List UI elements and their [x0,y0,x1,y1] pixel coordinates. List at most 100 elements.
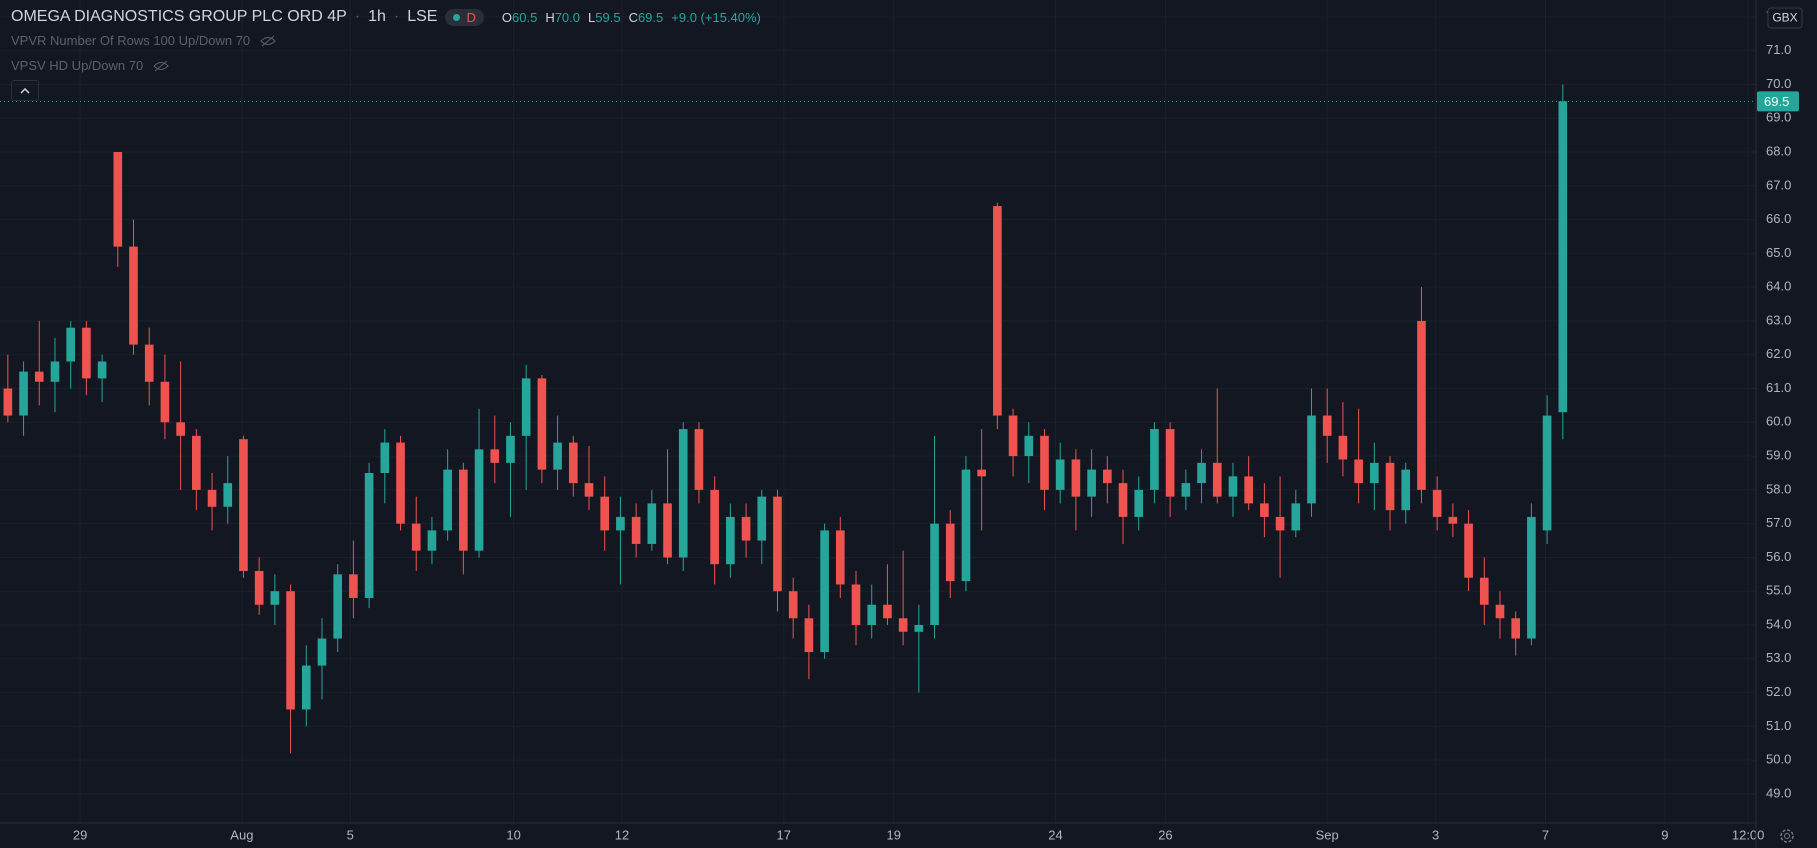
settings-icon[interactable] [1780,829,1794,843]
candle-body [631,516,641,544]
candle-body [1322,415,1332,436]
candle-body [568,442,578,484]
gear-hub [1784,833,1790,839]
candle-body [207,489,217,507]
symbol-title[interactable]: OMEGA DIAGNOSTICS GROUP PLC ORD 4P [11,8,347,25]
candle-body [1385,462,1395,511]
candle-body [1212,462,1222,497]
candle-body [757,496,767,541]
candle-body [1338,435,1348,460]
candle-body [616,516,625,531]
x-tick-label: 29 [73,827,87,842]
indicator[interactable]: VPVR Number Of Rows 100 Up/Down 70 [11,33,276,48]
candle-body [1307,415,1316,504]
candle-body [726,516,735,565]
candle-body [1228,476,1238,497]
x-tick-label: 5 [347,827,354,842]
candle-body [317,638,327,666]
candle-body [1527,516,1536,639]
grid [0,0,1756,823]
candle-body [1291,503,1301,531]
candle-body [835,530,845,585]
market-status[interactable]: D [445,8,484,26]
candle-body [788,591,798,619]
candle-body [474,449,484,551]
candle-body [1558,101,1568,413]
candle-body [192,435,201,490]
x-tick-label: Sep [1316,827,1339,842]
indicator[interactable]: VPSV HD Up/Down 70 [11,58,169,73]
candle-body [678,429,688,558]
candle-body [1150,429,1159,490]
candle-body [239,439,248,571]
separator: · [393,8,400,25]
interval[interactable]: 1h [368,8,386,25]
y-tick-label: 53.0 [1766,650,1791,665]
candle-body [694,429,704,490]
candle-body [1417,320,1426,490]
y-tick-label: 68.0 [1766,143,1791,158]
candle-body [286,591,295,710]
candle-body [1134,489,1144,517]
y-tick-label: 60.0 [1766,414,1791,429]
eye-icon[interactable] [260,35,276,47]
candle-body [1495,604,1505,619]
candle-body [741,516,751,541]
candle-body [160,381,170,423]
candle-body [1354,459,1363,484]
ohlc-key: O [501,9,512,25]
x-tick-label: 19 [886,827,900,842]
y-tick-label: 66.0 [1766,211,1791,226]
x-tick-label: 26 [1158,827,1172,842]
candle-body [82,327,91,379]
y-tick-label: 54.0 [1766,616,1791,631]
candle-body [113,152,123,247]
candle-body [270,591,280,605]
currency-box [1767,7,1803,29]
candle-body [537,378,547,470]
candle-body [1542,415,1552,531]
ohlc-key: H [545,9,555,25]
y-tick-label: 50.0 [1766,752,1791,767]
y-tick-label: 49.0 [1766,785,1791,800]
candle-body [883,604,892,619]
y-tick-label: 52.0 [1766,684,1791,699]
ohlc-item: C69.5 [629,10,664,25]
candle-body [600,496,610,531]
ohlc-item: O60.5 [502,10,537,25]
y-tick-label: 59.0 [1766,448,1791,463]
x-tick-label: Aug [230,827,253,842]
candles [3,84,1568,754]
x-tick-label: 24 [1048,827,1062,842]
candle-body [1244,476,1253,504]
eye-icon[interactable] [153,60,169,72]
y-tick-label: 69.0 [1766,110,1791,125]
x-tick-label: 9 [1661,827,1668,842]
candle-body [1165,429,1175,497]
candle-body [1260,503,1269,517]
y-tick-label: 63.0 [1766,312,1791,327]
candle-body [490,449,500,463]
candle-body [1370,462,1379,484]
y-tick-label: 71.0 [1766,42,1791,57]
candle-body [66,327,75,362]
ohlc-legend: O60.5 H70.0 L59.5 C69.5 +9.0 (+15.40%) [502,10,761,25]
candle-body [584,483,594,497]
change: +9.0 (+15.40%) [671,9,761,25]
y-tick-label: 70.0 [1766,76,1791,91]
candle-body [254,570,264,605]
candle-body [19,371,28,416]
y-tick-label: 55.0 [1766,583,1791,598]
x-tick-label: 7 [1542,827,1549,842]
candle-body [144,344,154,382]
badge-label: D [466,9,476,25]
candle-body [1479,577,1489,605]
y-tick-label: 57.0 [1766,515,1791,530]
candle-body [176,422,185,436]
candle-body [1197,462,1206,484]
currency-label: GBX [1772,11,1797,25]
candle-body [364,472,374,598]
candle-body [3,388,13,416]
collapse-button[interactable] [11,80,39,101]
y-tick-label: 62.0 [1766,346,1791,361]
